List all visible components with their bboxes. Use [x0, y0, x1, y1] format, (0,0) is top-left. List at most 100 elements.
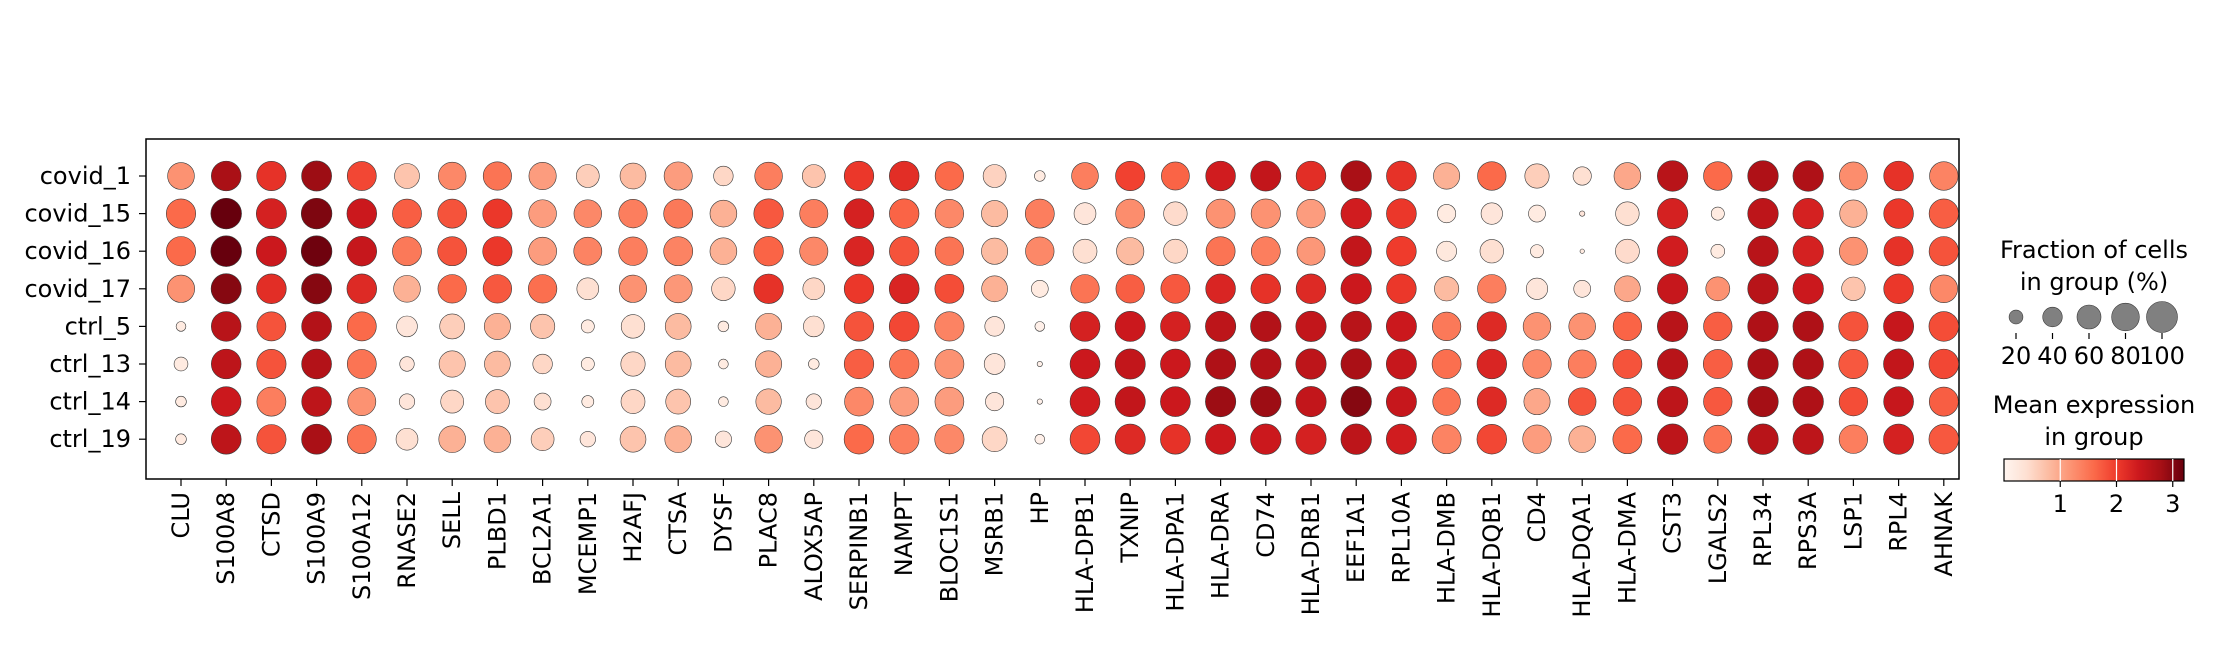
dot-covid_16-HP — [1025, 236, 1055, 266]
size-legend-dot-80 — [2111, 302, 2140, 332]
size-legend-dot-20 — [2008, 309, 2024, 325]
dot-covid_16-SERPINB1 — [843, 235, 875, 267]
dot-ctrl_5-S100A9 — [301, 311, 332, 342]
dot-ctrl_14-S100A12 — [347, 387, 377, 416]
dot-covid_17-HLA-DQA1 — [1573, 280, 1591, 298]
dot-covid_16-CLU — [166, 236, 197, 267]
row-labels: covid_1 covid_15 covid_16 covid_17 ctrl_5ctr… — [24, 162, 146, 453]
dot-covid_15-SERPINB1 — [843, 198, 875, 229]
dot-covid_1-S100A8 — [211, 160, 242, 192]
color-legend-title-line1: Mean expression — [1993, 391, 2195, 419]
dot-ctrl_5-PLBD1 — [483, 312, 511, 340]
dot-ctrl_13-S100A9 — [301, 348, 332, 380]
column-label: CD74 — [1252, 492, 1280, 558]
dot-covid_16-RPL10A — [1386, 236, 1417, 267]
dot-ctrl_5-BCL2A1 — [530, 313, 556, 339]
dot-covid_17-BCL2A1 — [528, 274, 558, 304]
dot-covid_15-TXNIP — [1115, 198, 1146, 229]
dot-covid_16-NAMPT — [889, 236, 920, 267]
dot-covid_1-HLA-DPB1 — [1071, 162, 1099, 190]
dot-covid_16-HLA-DPB1 — [1072, 238, 1098, 264]
dot-ctrl_13-PLBD1 — [484, 350, 511, 378]
row-label: covid_1 — [40, 162, 131, 190]
dot-ctrl_14-HLA-DMB — [1432, 387, 1461, 416]
dot-ctrl_13-CST3 — [1657, 348, 1689, 380]
dot-covid_17-CST3 — [1657, 273, 1689, 305]
dot-covid_1-HLA-DMA — [1613, 162, 1642, 190]
dot-ctrl_13-LGALS2 — [1702, 349, 1733, 379]
dot-covid_16-HLA-DQA1 — [1579, 248, 1585, 254]
dot-ctrl_13-HLA-DPB1 — [1069, 348, 1101, 380]
dot-ctrl_5-H2AFJ — [620, 314, 646, 339]
dot-covid_15-MCEMP1 — [573, 199, 602, 228]
plot-frame — [145, 138, 1960, 480]
dot-ctrl_19-RPL10A — [1385, 423, 1417, 455]
dot-covid_1-RPS3A — [1792, 160, 1824, 192]
dot-ctrl_19-RNASE2 — [395, 427, 419, 451]
row-label: ctrl_5 — [65, 312, 131, 340]
dot-ctrl_5-CST3 — [1657, 310, 1689, 342]
dot-ctrl_13-RPL4 — [1883, 348, 1915, 380]
dot-covid_17-SERPINB1 — [843, 273, 875, 304]
dot-covid_15-S100A9 — [300, 197, 333, 230]
dot-ctrl_5-RPL10A — [1385, 310, 1417, 342]
dot-covid_15-CLU — [166, 198, 197, 229]
dot-covid_1-CTSD — [256, 161, 287, 192]
dot-covid_17-DYSF — [711, 276, 736, 301]
column-label: HLA-DRB1 — [1297, 492, 1325, 615]
dot-covid_15-CTSD — [255, 198, 287, 230]
dot-ctrl_19-S100A12 — [346, 424, 377, 455]
dot-ctrl_19-LGALS2 — [1703, 424, 1733, 454]
dot-covid_15-BLOC1S1 — [934, 199, 964, 229]
dot-covid_17-RPL4 — [1883, 273, 1914, 304]
dot-covid_1-H2AFJ — [619, 162, 647, 190]
dot-ctrl_14-SERPINB1 — [844, 386, 874, 417]
dot-covid_16-PLAC8 — [753, 236, 784, 267]
column-label: HP — [1026, 492, 1054, 525]
dot-covid_16-CTSD — [255, 235, 287, 267]
dot-ctrl_19-BCL2A1 — [530, 427, 555, 452]
dot-ctrl_13-RPS3A — [1792, 348, 1824, 380]
column-label: LGALS2 — [1704, 492, 1732, 584]
dot-covid_1-AHNAK — [1929, 161, 1959, 191]
dot-covid_1-HP — [1034, 170, 1046, 182]
dot-covid_17-CD4 — [1525, 277, 1549, 300]
dot-covid_1-ALOX5AP — [801, 164, 826, 188]
dot-covid_15-SELL — [437, 198, 468, 229]
row-label: covid_16 — [24, 237, 131, 265]
dot-ctrl_14-CST3 — [1657, 386, 1689, 418]
size-legend-title-line2: in group (%) — [2020, 268, 2168, 296]
dot-covid_17-TXNIP — [1115, 274, 1145, 304]
dot-ctrl_13-EEF1A1 — [1340, 348, 1372, 380]
column-label: HLA-DPB1 — [1071, 492, 1099, 613]
size-legend-label: 40 — [2037, 342, 2068, 370]
dot-ctrl_13-S100A8 — [211, 348, 242, 380]
dot-covid_1-HLA-DMB — [1433, 162, 1461, 190]
dot-ctrl_13-NAMPT — [889, 348, 920, 380]
dot-covid_17-HLA-DRB1 — [1295, 273, 1327, 304]
dot-ctrl_19-HLA-DRA — [1205, 423, 1237, 455]
dot-ctrl_5-MSRB1 — [984, 316, 1005, 337]
dot-covid_17-CD74 — [1250, 273, 1281, 304]
dot-covid_15-RNASE2 — [392, 198, 422, 229]
dot-ctrl_19-RPS3A — [1792, 423, 1824, 455]
size-legend-label: 80 — [2110, 342, 2141, 370]
dot-ctrl_19-CD74 — [1250, 423, 1282, 455]
dot-ctrl_13-AHNAK — [1928, 348, 1959, 380]
dot-covid_15-RPS3A — [1792, 198, 1824, 230]
dot-covid_17-CTSD — [256, 273, 287, 304]
dot-covid_17-AHNAK — [1929, 274, 1958, 303]
dot-covid_16-RPL4 — [1883, 236, 1914, 267]
dot-ctrl_5-CTSA — [664, 313, 692, 340]
dot-covid_16-BLOC1S1 — [934, 236, 964, 266]
dot-covid_16-CTSA — [663, 236, 694, 267]
column-label: AHNAK — [1930, 491, 1958, 577]
column-label: LSP1 — [1839, 492, 1867, 550]
dot-ctrl_5-EEF1A1 — [1340, 310, 1372, 342]
dot-layer — [166, 160, 1959, 455]
dot-covid_1-BCL2A1 — [528, 162, 557, 190]
dot-covid_17-RNASE2 — [393, 275, 421, 303]
column-label: PLAC8 — [755, 492, 783, 568]
dot-ctrl_19-H2AFJ — [619, 425, 647, 453]
